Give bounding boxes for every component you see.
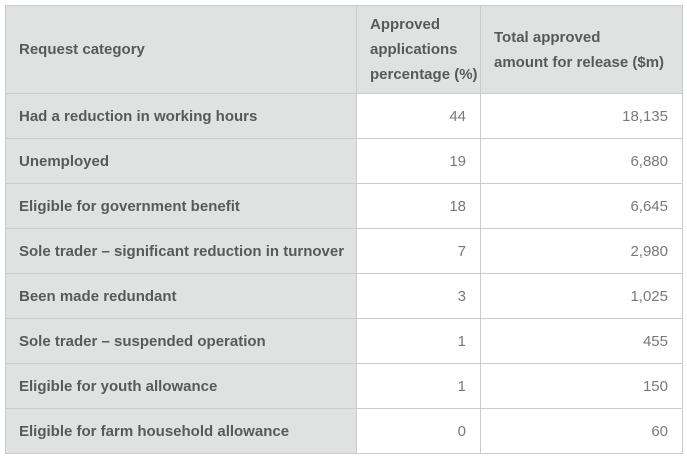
row-percentage-cell: 7 — [356, 228, 481, 274]
header-total-approved-amount: Total approved amount for release ($m) — [480, 5, 683, 94]
table-row: Eligible for government benefit 18 6,645 — [5, 183, 683, 229]
table-row: Been made redundant 3 1,025 — [5, 273, 683, 319]
row-amount-cell: 2,980 — [480, 228, 683, 274]
table-row: Unemployed 19 6,880 — [5, 138, 683, 184]
row-percentage-cell: 0 — [356, 408, 481, 454]
row-percentage-cell: 1 — [356, 318, 481, 364]
row-category-cell: Had a reduction in working hours — [5, 93, 357, 139]
row-amount-cell: 150 — [480, 363, 683, 409]
header-request-category: Request category — [5, 5, 357, 94]
table-row: Eligible for youth allowance 1 150 — [5, 363, 683, 409]
table-row: Eligible for farm household allowance 0 … — [5, 408, 683, 454]
row-percentage-cell: 19 — [356, 138, 481, 184]
row-amount-cell: 455 — [480, 318, 683, 364]
row-percentage-cell: 44 — [356, 93, 481, 139]
row-percentage-cell: 1 — [356, 363, 481, 409]
row-amount-cell: 6,880 — [480, 138, 683, 184]
table-row: Sole trader – suspended operation 1 455 — [5, 318, 683, 364]
row-category-cell: Eligible for government benefit — [5, 183, 357, 229]
header-approved-applications-percentage: Approved applications percentage (%) — [356, 5, 481, 94]
row-amount-cell: 1,025 — [480, 273, 683, 319]
table-row: Sole trader – significant reduction in t… — [5, 228, 683, 274]
row-amount-cell: 18,135 — [480, 93, 683, 139]
row-amount-cell: 60 — [480, 408, 683, 454]
row-category-cell: Eligible for youth allowance — [5, 363, 357, 409]
header-line: applications — [370, 41, 458, 58]
row-category-cell: Unemployed — [5, 138, 357, 184]
row-percentage-cell: 3 — [356, 273, 481, 319]
header-row: Request category Approved applications p… — [5, 5, 683, 94]
row-category-cell: Sole trader – significant reduction in t… — [5, 228, 357, 274]
header-line: Approved — [370, 16, 441, 33]
early-release-requests-table: Request category Approved applications p… — [5, 5, 683, 454]
header-line: Total approved — [494, 28, 601, 46]
row-amount-cell: 6,645 — [480, 183, 683, 229]
header-line: amount for release ($m) — [494, 53, 665, 71]
row-category-cell: Eligible for farm household allowance — [5, 408, 357, 454]
row-category-cell: Been made redundant — [5, 273, 357, 319]
row-category-cell: Sole trader – suspended operation — [5, 318, 357, 364]
header-line: percentage (%) — [370, 66, 478, 83]
table-row: Had a reduction in working hours 44 18,1… — [5, 93, 683, 139]
row-percentage-cell: 18 — [356, 183, 481, 229]
